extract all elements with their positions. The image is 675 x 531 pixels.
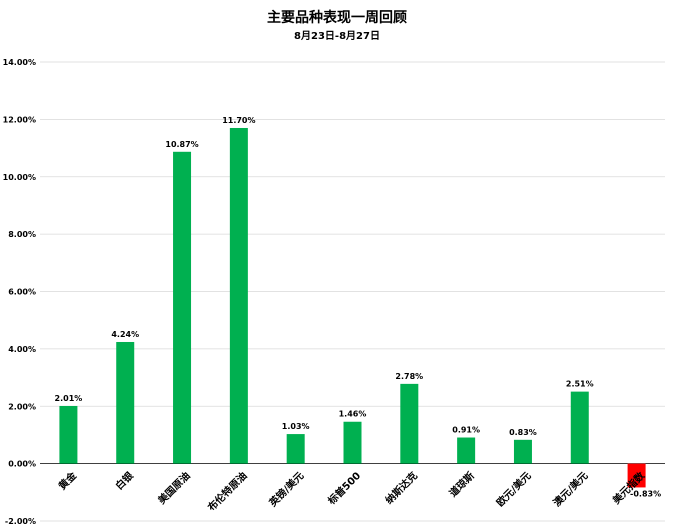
gridlines [40, 61, 665, 522]
category-label: 英镑/美元 [266, 469, 307, 510]
data-label: 4.24% [111, 330, 139, 339]
y-tick-label: 8.00% [8, 230, 36, 239]
bar [513, 439, 532, 464]
data-label: 1.46% [339, 410, 367, 419]
bars [59, 127, 646, 488]
bar [400, 383, 419, 464]
category-label: 黄金 [56, 468, 80, 492]
category-label: 欧元/美元 [494, 469, 534, 509]
category-label: 澳元/美元 [550, 469, 590, 509]
bar [343, 421, 362, 464]
data-label: 2.78% [395, 372, 423, 381]
data-label: 0.91% [452, 426, 480, 435]
data-label: -0.83% [630, 489, 661, 498]
bar [457, 437, 476, 464]
data-label: 2.01% [55, 394, 83, 403]
chart-title: 主要品种表现一周回顾 [267, 9, 407, 26]
category-label: 道琼斯 [446, 469, 476, 499]
y-tick-label: 14.00% [3, 58, 36, 67]
category-label: 布伦特原油 [205, 469, 250, 514]
y-tick-label: -2.00% [5, 517, 36, 526]
chart-subtitle: 8月23日-8月27日 [294, 30, 380, 42]
y-tick-label: 6.00% [8, 288, 36, 297]
bar [286, 434, 305, 464]
data-labels: 2.01% 4.24% 10.87% 11.70% 1.03% 1.46% 2.78% 0.9… [55, 116, 662, 498]
y-tick-label: 2.00% [8, 402, 36, 411]
bar [229, 127, 248, 464]
category-label: 美国原油 [155, 469, 192, 506]
data-label: 2.51% [566, 380, 594, 389]
data-label: 1.03% [282, 422, 310, 431]
data-label: 10.87% [165, 140, 198, 149]
bar [570, 391, 589, 464]
category-label: 标普500 [324, 469, 363, 508]
data-label: 11.70% [222, 116, 255, 125]
bar [173, 151, 192, 464]
bar [116, 341, 135, 464]
bar [627, 463, 646, 488]
y-tick-label: 4.00% [8, 345, 36, 354]
bar [59, 405, 78, 464]
y-axis-ticks: -2.00% 0.00% 2.00% 4.00% 6.00% 8.00% 10.00% 12.… [3, 58, 36, 526]
y-tick-label: 0.00% [8, 460, 36, 469]
category-labels: 黄金 白银 美国原油 布伦特原油 英镑/美元 标普500 纳斯达克 道琼斯 欧元/美元 澳元/美元… [56, 468, 648, 513]
data-label: 0.83% [509, 428, 537, 437]
y-tick-label: 12.00% [3, 115, 36, 124]
category-label: 纳斯达克 [382, 469, 419, 506]
y-tick-label: 10.00% [3, 173, 36, 182]
category-label: 白银 [113, 468, 137, 492]
